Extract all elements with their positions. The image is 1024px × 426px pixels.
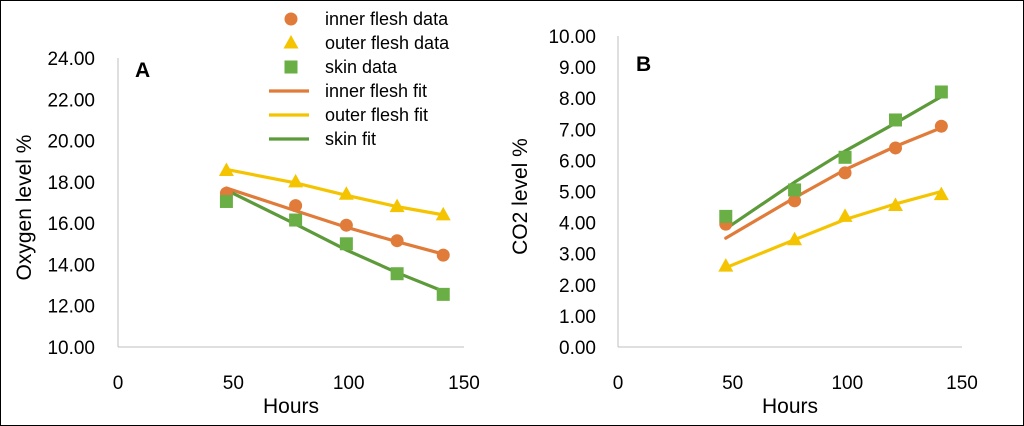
panel-b-y-tick-label: 3.00 (559, 245, 596, 266)
panel-a-x-tick-label: 100 (333, 373, 365, 394)
panel-a-point-outer-flesh-data (288, 173, 304, 188)
panel-a-x-tick-label: 50 (223, 373, 244, 394)
panel-b-x-tick-label: 100 (831, 373, 863, 394)
panel-a-x-tick-label: 0 (113, 373, 124, 394)
legend-item-outer-flesh-data: outer flesh data (283, 33, 450, 53)
panel-a-point-inner-flesh-data (339, 218, 353, 232)
panel-b-x-tick-label: 150 (946, 373, 978, 394)
panel-b-y-tick-label: 5.00 (559, 183, 596, 204)
panel-a-y-tick-label: 14.00 (47, 255, 95, 276)
panel-a-y-tick-label: 18.00 (47, 173, 95, 194)
legend-swatch (284, 60, 298, 74)
panel-b-x-axis-label: Hours (762, 395, 818, 418)
legend-label: inner flesh data (325, 9, 449, 29)
panel-a-point-inner-flesh-data (289, 199, 303, 213)
panel-b-point-skin-data (934, 85, 948, 99)
legend: inner flesh data outer flesh data skin dat… (269, 9, 450, 149)
legend-label: outer flesh data (325, 33, 450, 53)
panel-b-point-outer-flesh-data (787, 231, 803, 246)
panel-b-series-inner-flesh-fit (724, 126, 943, 240)
panel-a: 10.00 12.00 14.00 16.00 18.00 20.00 22.00 24.00… (13, 49, 480, 418)
panel-a-series-outer-flesh-data (218, 162, 451, 221)
panel-a-x-tick-label: 150 (448, 373, 480, 394)
legend-label: skin fit (325, 129, 376, 149)
panel-a-point-outer-flesh-data (435, 206, 451, 221)
panel-b-point-inner-flesh-data (888, 141, 902, 155)
legend-label: skin data (325, 57, 398, 77)
panel-a-point-inner-flesh-data (390, 234, 404, 248)
panel-b-point-inner-flesh-data (934, 119, 948, 133)
legend-item-inner-flesh-fit: inner flesh fit (269, 81, 427, 101)
panel-b-point-outer-flesh-data (887, 197, 903, 211)
panel-b-y-tick-label: 4.00 (559, 214, 596, 235)
panel-b-series-outer-flesh-data (718, 186, 949, 272)
panel-b-series-skin-fit (724, 95, 943, 231)
panel-b-point-skin-data (788, 183, 802, 197)
panel-a-y-tick-label: 24.00 (47, 49, 95, 70)
legend-item-inner-flesh-data: inner flesh data (284, 9, 449, 29)
panel-b-y-tick-label: 9.00 (559, 58, 596, 79)
legend-swatch (284, 12, 298, 26)
panel-a-point-skin-data (219, 194, 233, 208)
panel-b-y-tick-label: 6.00 (559, 151, 596, 172)
panel-b-y-tick-label: 10.00 (548, 27, 596, 48)
panel-a-point-outer-flesh-data (389, 198, 405, 213)
panel-b-point-outer-flesh-data (933, 186, 949, 201)
panel-a-y-tick-label: 16.00 (47, 214, 95, 235)
panel-a-point-inner-flesh-data (436, 248, 450, 262)
panel-a-series-skin-fit (224, 188, 445, 293)
panel-b-point-skin-data (838, 150, 852, 164)
panel-b-point-skin-data (719, 209, 733, 223)
panel-a-y-tick-label: 12.00 (47, 297, 95, 318)
panel-b-point-inner-flesh-data (838, 166, 852, 180)
legend-label: outer flesh fit (325, 105, 428, 125)
panel-b: 0.00 1.00 2.00 3.00 4.00 5.00 6.00 7.00 8.00 9.00… (509, 27, 978, 418)
panel-b-y-tick-label: 2.00 (559, 276, 596, 297)
panel-a-point-skin-data (436, 287, 450, 301)
panel-b-point-skin-data (888, 113, 902, 127)
panel-b-x-tick-label: 0 (613, 373, 624, 394)
legend-item-outer-flesh-fit: outer flesh fit (269, 105, 428, 125)
panel-a-y-tick-label: 22.00 (47, 90, 95, 111)
panel-b-label: B (636, 53, 651, 76)
panel-a-label: A (135, 59, 150, 82)
panel-b-series-outer-flesh-fit (724, 189, 943, 270)
panel-a-point-skin-data (289, 213, 303, 227)
legend-label: inner flesh fit (325, 81, 427, 101)
panel-a-series-outer-flesh-fit (224, 167, 445, 217)
panel-b-point-outer-flesh-data (837, 208, 853, 222)
panel-b-y-tick-label: 0.00 (559, 338, 596, 359)
panel-b-y-axis-label: CO2 level % (509, 138, 532, 255)
panel-b-point-outer-flesh-data (718, 258, 734, 272)
panel-b-series-inner-flesh-data (719, 119, 948, 231)
panel-a-point-outer-flesh-data (338, 186, 354, 200)
panel-a-point-skin-data (390, 267, 404, 281)
panel-b-y-tick-label: 7.00 (559, 120, 596, 141)
panel-a-x-axis-label: Hours (263, 395, 319, 418)
panel-a-y-tick-label: 10.00 (47, 338, 95, 359)
panel-a-y-tick-label: 20.00 (47, 132, 95, 153)
panel-b-y-tick-label: 8.00 (559, 89, 596, 110)
panel-a-y-axis-label: Oxygen level % (13, 135, 36, 281)
panel-a-series-skin-data (219, 194, 450, 301)
panel-b-x-tick-label: 50 (722, 373, 743, 394)
panel-b-y-tick-label: 1.00 (559, 307, 596, 328)
panel-a-point-outer-flesh-data (218, 162, 234, 177)
panel-b-point-inner-flesh-data (788, 194, 802, 208)
legend-item-skin-data: skin data (284, 57, 398, 77)
panel-a-point-skin-data (339, 237, 353, 251)
legend-item-skin-fit: skin fit (269, 129, 376, 149)
panel-b-series-skin-data (719, 85, 948, 223)
legend-swatch (283, 35, 299, 49)
